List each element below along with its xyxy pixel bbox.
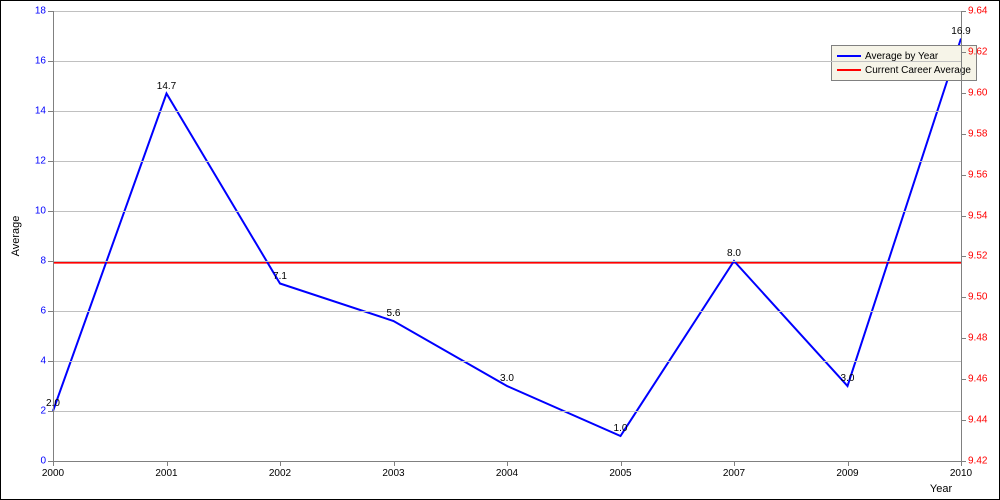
y-left-tick: 8 bbox=[40, 256, 46, 267]
x-tick: 2009 bbox=[836, 468, 858, 479]
grid-line bbox=[53, 111, 961, 112]
y-right-tick: 9.62 bbox=[968, 46, 987, 57]
grid-line bbox=[53, 161, 961, 162]
x-tick: 2004 bbox=[496, 468, 518, 479]
grid-line bbox=[53, 411, 961, 412]
line-chart: Average by Year Current Career Average Av… bbox=[0, 0, 1000, 500]
x-tick: 2001 bbox=[155, 468, 177, 479]
data-label: 1.0 bbox=[614, 423, 628, 434]
data-label: 7.1 bbox=[273, 271, 287, 282]
y-right-tick: 9.48 bbox=[968, 333, 987, 344]
y-right-tick: 9.56 bbox=[968, 169, 987, 180]
grid-line bbox=[53, 261, 961, 262]
y-left-tick: 0 bbox=[40, 456, 46, 467]
y-left-tick: 4 bbox=[40, 356, 46, 367]
y-left-tick: 16 bbox=[35, 56, 46, 67]
legend-item: Current Career Average bbox=[837, 63, 971, 77]
data-label: 16.9 bbox=[951, 26, 970, 37]
y-right-tick: 9.42 bbox=[968, 456, 987, 467]
data-label: 8.0 bbox=[727, 248, 741, 259]
grid-line bbox=[53, 11, 961, 12]
y-right-tick: 9.64 bbox=[968, 6, 987, 17]
y-right-tick: 9.50 bbox=[968, 292, 987, 303]
x-tick: 2000 bbox=[42, 468, 64, 479]
legend-label: Average by Year bbox=[865, 51, 938, 62]
y-left-tick: 18 bbox=[35, 6, 46, 17]
plot-area bbox=[53, 11, 961, 461]
data-label: 2.0 bbox=[46, 398, 60, 409]
x-tick: 2010 bbox=[950, 468, 972, 479]
legend-swatch bbox=[837, 55, 861, 57]
data-label: 14.7 bbox=[157, 81, 176, 92]
y-right-tick: 9.54 bbox=[968, 210, 987, 221]
legend-label: Current Career Average bbox=[865, 65, 971, 76]
chart-lines bbox=[53, 11, 961, 461]
grid-line bbox=[53, 311, 961, 312]
data-label: 3.0 bbox=[841, 373, 855, 384]
data-label: 5.6 bbox=[387, 308, 401, 319]
legend: Average by Year Current Career Average bbox=[831, 45, 977, 81]
y-right-tick: 9.52 bbox=[968, 251, 987, 262]
y-left-tick: 14 bbox=[35, 106, 46, 117]
grid-line bbox=[53, 211, 961, 212]
y-right-tick: 9.60 bbox=[968, 87, 987, 98]
y-left-tick: 6 bbox=[40, 306, 46, 317]
y-right-tick: 9.44 bbox=[968, 415, 987, 426]
grid-line bbox=[53, 61, 961, 62]
y-right-tick: 9.58 bbox=[968, 128, 987, 139]
y-left-tick: 10 bbox=[35, 206, 46, 217]
x-axis-title: Year bbox=[930, 483, 952, 495]
grid-line bbox=[53, 361, 961, 362]
data-label: 3.0 bbox=[500, 373, 514, 384]
y-axis-title: Average bbox=[10, 216, 22, 257]
x-tick: 2002 bbox=[269, 468, 291, 479]
y-right-tick: 9.46 bbox=[968, 374, 987, 385]
x-tick: 2005 bbox=[609, 468, 631, 479]
legend-swatch bbox=[837, 69, 861, 71]
y-left-tick: 12 bbox=[35, 156, 46, 167]
x-tick: 2003 bbox=[382, 468, 404, 479]
x-tick: 2007 bbox=[723, 468, 745, 479]
